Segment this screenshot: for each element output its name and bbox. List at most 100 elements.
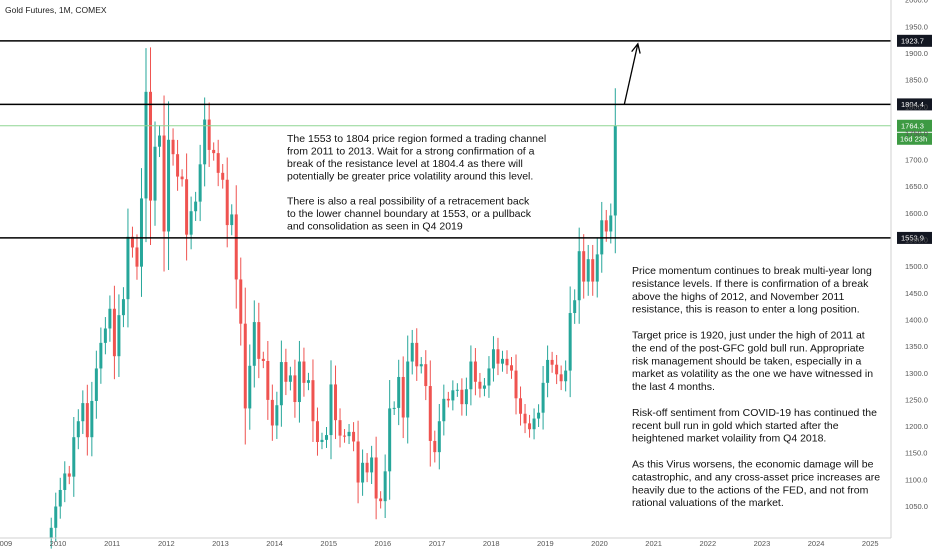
candle-body [528, 423, 532, 430]
candle [370, 445, 374, 485]
candle-body [85, 403, 89, 438]
annotation-line: resistance, this is reason to enter a lo… [632, 304, 860, 316]
candle-body [94, 368, 98, 401]
candle-body [609, 215, 613, 232]
candle-body [103, 328, 107, 343]
candle [216, 139, 220, 187]
candle [94, 350, 98, 419]
candle-body [519, 398, 523, 414]
candle [329, 360, 333, 460]
candle [442, 384, 446, 436]
candle-body [297, 361, 301, 403]
arrow-shaft [623, 43, 639, 105]
candle-body [505, 358, 509, 366]
candle-body [577, 251, 581, 301]
projection-arrow[interactable] [623, 42, 641, 105]
candle [189, 196, 193, 250]
candle [564, 360, 568, 392]
y-tick-label: 1600.0 [905, 209, 928, 218]
candle-body [58, 489, 62, 507]
candle [401, 356, 405, 439]
candle-body [171, 139, 175, 155]
candle-body [451, 390, 455, 401]
candle [252, 300, 256, 388]
candle [63, 461, 67, 503]
candle-body [564, 370, 568, 382]
candle [176, 139, 180, 191]
candle-body [194, 201, 198, 212]
annotation-line: and consolidation as seen in Q4 2019 [287, 221, 463, 233]
candle [523, 404, 527, 434]
x-tick-label: 2009 [0, 539, 12, 548]
candle-body [482, 385, 486, 389]
candle [361, 449, 365, 496]
candle-body [266, 360, 270, 400]
candle [356, 420, 360, 504]
annotation-line: the last 4 months. [632, 381, 715, 393]
candle-body [108, 308, 112, 329]
candle-body [302, 361, 306, 383]
candle-body [167, 139, 171, 232]
candle-body [428, 386, 432, 441]
candle [609, 203, 613, 244]
candle [108, 295, 112, 342]
candle-body [189, 211, 193, 235]
annotation-line: heavily due to the actions of the FED, a… [632, 484, 869, 496]
candle-body [356, 441, 360, 483]
candle [455, 383, 459, 397]
candle-body [275, 405, 279, 426]
candle [500, 350, 504, 372]
x-tick-label: 2023 [754, 539, 771, 548]
time-axis[interactable]: 2009 2010 2011 2012 2013 2014 2015 2016 2017 2018… [0, 539, 879, 548]
y-tick-label: 1300.0 [905, 369, 928, 378]
candle-body [374, 457, 378, 499]
y-tick-label: 2000.0 [905, 0, 928, 5]
momentum-annotation[interactable]: Price momentum continues to break multi-… [632, 265, 880, 509]
candle [541, 366, 545, 430]
candle-body [437, 421, 441, 453]
candle [559, 365, 563, 391]
y-tick-label: 1700.0 [905, 156, 928, 165]
candle-body [537, 412, 541, 419]
candle [90, 381, 94, 457]
candle [496, 337, 500, 376]
candle [76, 409, 80, 450]
candle-body [334, 384, 338, 421]
candle [446, 391, 450, 408]
candle [397, 359, 401, 426]
candle [586, 244, 590, 296]
levels-layer: 1923.7 1804.4 1553.9 1764.3 16d 23h [0, 34, 932, 244]
candle [514, 354, 518, 415]
candle [243, 287, 247, 445]
y-tick-label: 1550.0 [905, 236, 928, 245]
annotation-line: heightened market volaility from Q4 2018… [632, 433, 826, 445]
candle [302, 347, 306, 397]
candle-body [126, 236, 130, 300]
candle-body [144, 91, 148, 199]
candle [212, 142, 216, 161]
candle-body [392, 407, 396, 409]
y-tick-label: 1750.0 [905, 129, 928, 138]
candle-body [284, 362, 288, 382]
price-axis[interactable]: 1050.0 1100.0 1150.0 1200.0 1250.0 1300.0 1350… [905, 0, 928, 511]
candle-body [180, 176, 184, 180]
x-tick-label: 2015 [320, 539, 337, 548]
candle-body [464, 389, 468, 405]
candle-body [370, 457, 374, 473]
annotation-line: Price momentum continues to break multi-… [632, 265, 872, 277]
candle-body [176, 154, 180, 177]
y-tick-label: 1250.0 [905, 395, 928, 404]
candle [72, 417, 76, 497]
candle [478, 372, 482, 398]
y-tick-label: 1350.0 [905, 342, 928, 351]
candle [519, 386, 523, 426]
candle [469, 345, 473, 406]
x-tick-label: 2010 [50, 539, 67, 548]
candle-body [230, 214, 234, 226]
annotation-line: The 1553 to 1804 price region formed a t… [287, 133, 546, 145]
candle [464, 377, 468, 416]
channel-annotation[interactable]: The 1553 to 1804 price region formed a t… [287, 133, 546, 233]
y-tick-label: 1950.0 [905, 22, 928, 31]
candle-body [419, 364, 423, 367]
